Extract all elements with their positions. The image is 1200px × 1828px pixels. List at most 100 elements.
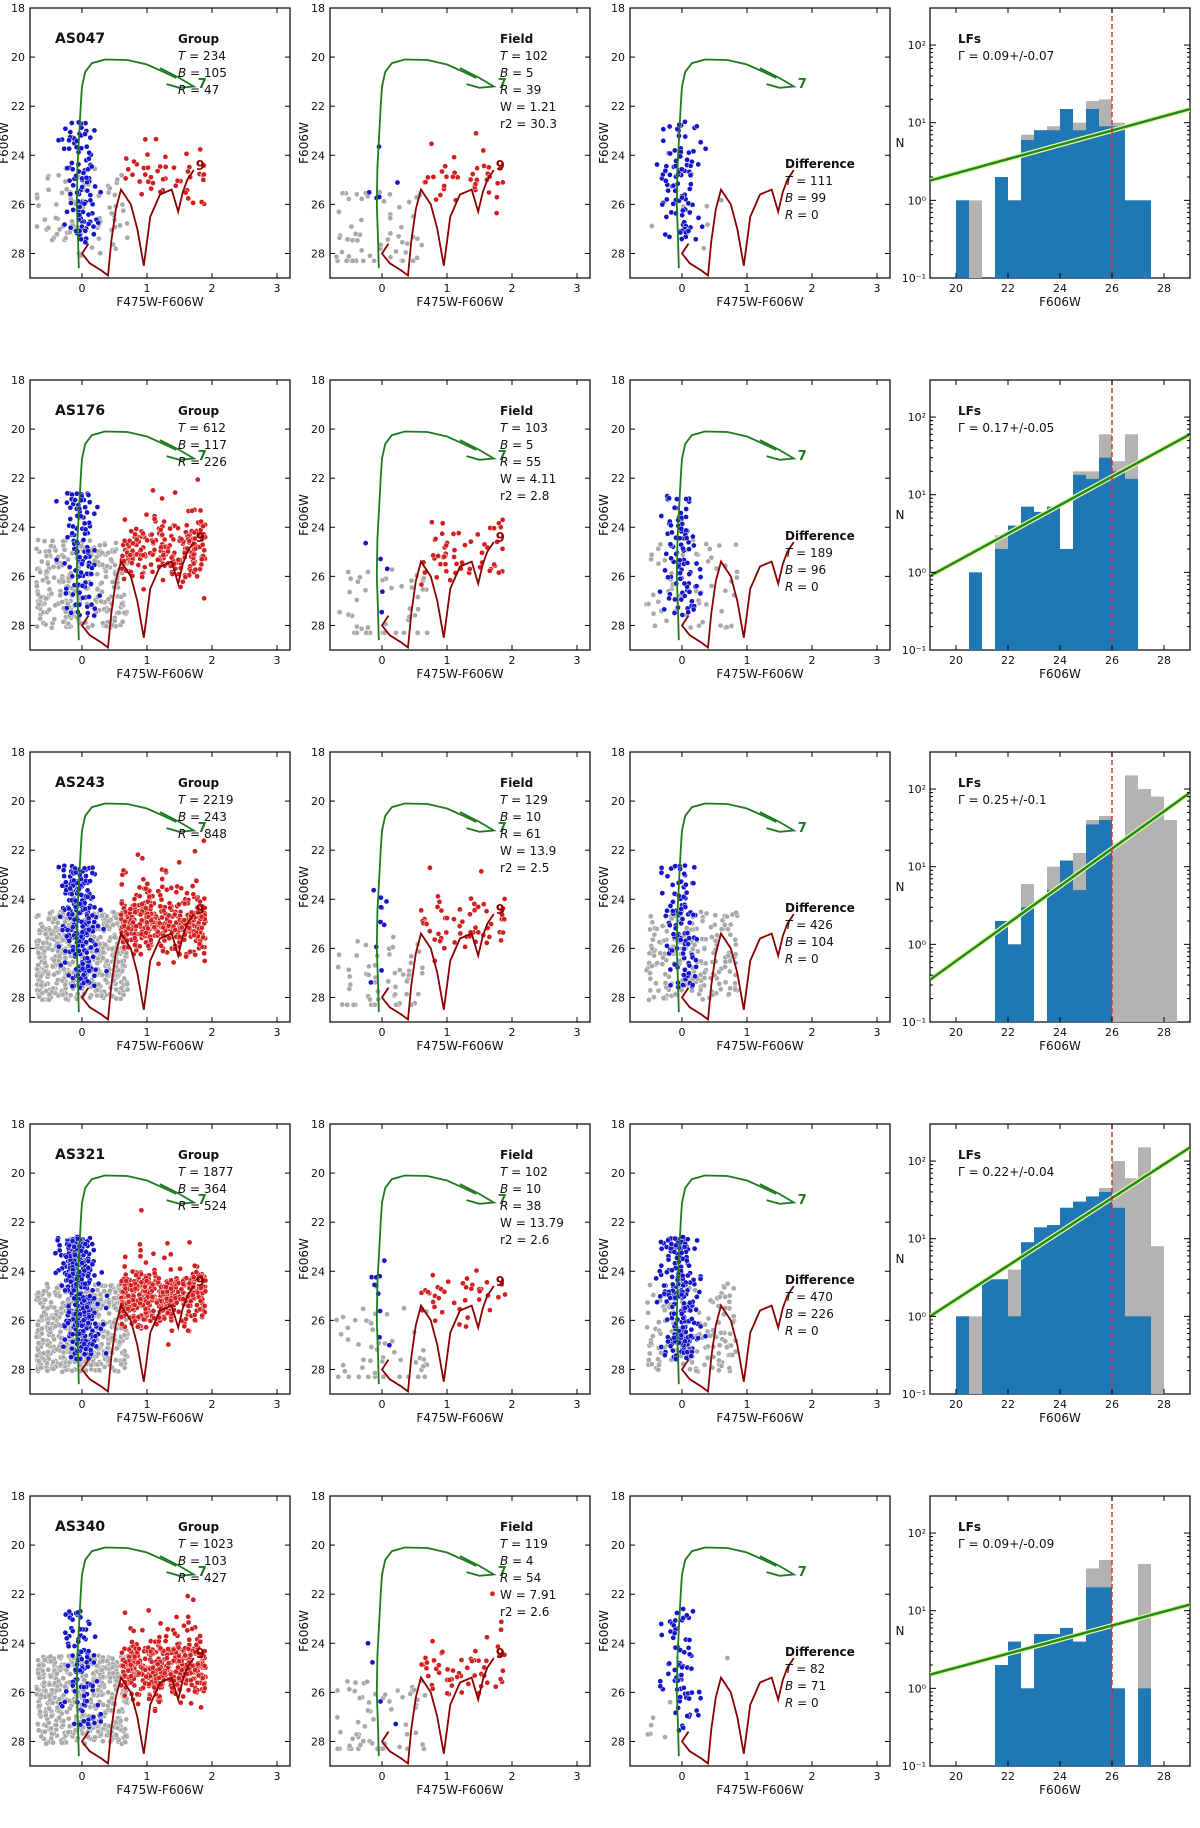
x-tick-label: 3 xyxy=(574,282,581,295)
y-tick-label: 10² xyxy=(908,39,926,52)
gray-star xyxy=(645,601,652,607)
gray-star xyxy=(45,1320,52,1327)
red-star xyxy=(481,163,487,169)
blue-star xyxy=(95,219,102,226)
red-star xyxy=(146,893,153,900)
red-star xyxy=(132,1285,139,1292)
gray-star xyxy=(727,921,734,928)
gray-star xyxy=(727,931,734,938)
red-star xyxy=(491,525,497,532)
blue-star xyxy=(70,207,77,213)
blue-star xyxy=(682,133,689,140)
gray-star xyxy=(693,551,700,557)
blue-star xyxy=(69,911,76,918)
group-name: AS243 xyxy=(55,775,105,791)
red-star xyxy=(191,1312,198,1318)
stat-value: 0 xyxy=(811,208,819,222)
blue-star xyxy=(84,894,91,900)
gamma-symbol: Γ = xyxy=(958,49,982,63)
red-star xyxy=(201,895,208,902)
red-star xyxy=(139,855,146,862)
gray-star xyxy=(705,558,711,565)
stat-key: T xyxy=(178,49,187,63)
red-star xyxy=(127,552,134,558)
red-star xyxy=(119,1321,125,1327)
stat-key: W xyxy=(500,844,512,858)
isochrone-7-line xyxy=(375,802,477,1013)
red-star xyxy=(198,913,205,920)
blue-star xyxy=(670,931,677,938)
blue-star xyxy=(69,160,75,166)
stat-equals: = xyxy=(508,83,526,97)
stat-value: 39 xyxy=(526,83,541,97)
red-star xyxy=(122,1285,129,1292)
blue-star xyxy=(86,155,92,162)
red-star xyxy=(185,195,192,202)
red-star xyxy=(178,885,185,892)
red-star xyxy=(178,1286,185,1293)
gray-star xyxy=(402,249,409,256)
gray-star xyxy=(51,957,58,964)
stat-equals: = xyxy=(186,455,204,469)
red-star xyxy=(182,574,189,580)
red-star xyxy=(483,908,490,915)
gray-star xyxy=(52,1323,59,1330)
gray-star xyxy=(87,537,93,544)
gray-star xyxy=(420,575,427,582)
blue-star xyxy=(658,864,665,871)
blue-star xyxy=(83,174,90,181)
red-star xyxy=(451,939,458,946)
gray-star xyxy=(56,1293,63,1300)
red-star xyxy=(143,511,150,518)
gray-star xyxy=(393,248,399,255)
gray-star xyxy=(108,556,114,563)
blue-star xyxy=(666,495,672,502)
isochrone-7-label: 7 xyxy=(198,821,207,836)
blue-star xyxy=(72,869,79,876)
gray-bar xyxy=(1125,775,1138,1022)
red-star xyxy=(148,917,155,924)
stat-B: B = 99 xyxy=(785,191,826,205)
stat-equals: = xyxy=(793,563,811,577)
gray-star xyxy=(35,1289,42,1296)
blue-star xyxy=(695,161,702,168)
blue-star xyxy=(66,137,72,144)
stat-equals: = xyxy=(793,952,811,966)
blue-star xyxy=(85,221,92,227)
red-star xyxy=(150,1308,157,1314)
blue-bar xyxy=(1008,200,1021,278)
red-star xyxy=(186,538,193,544)
fit-line xyxy=(930,433,1190,578)
blue-star xyxy=(92,941,99,948)
red-star xyxy=(141,564,148,571)
gray-star xyxy=(44,1342,51,1348)
red-star xyxy=(151,516,158,522)
red-star xyxy=(131,902,138,908)
red-star xyxy=(183,150,190,157)
red-star xyxy=(189,883,196,889)
isochrone-7-loop xyxy=(459,439,497,461)
stat-equals: = xyxy=(507,421,525,435)
red-star xyxy=(443,542,449,549)
gray-star xyxy=(119,201,126,208)
blue-star xyxy=(84,978,91,985)
blue-star xyxy=(702,145,709,152)
red-star xyxy=(143,1259,149,1266)
blue-star xyxy=(680,950,686,957)
blue-star xyxy=(684,560,691,566)
gray-star xyxy=(48,590,55,597)
blue-star xyxy=(61,560,68,567)
blue-star xyxy=(77,975,84,982)
red-star xyxy=(144,898,151,905)
gray-star xyxy=(699,918,706,924)
blue-star xyxy=(693,957,699,963)
blue-star xyxy=(669,947,675,954)
red-star xyxy=(142,1283,148,1290)
gray-star xyxy=(115,959,122,965)
gray-star xyxy=(655,546,662,552)
red-star xyxy=(435,931,442,937)
red-star xyxy=(198,518,204,525)
red-star xyxy=(145,164,151,171)
red-star xyxy=(133,947,140,954)
blue-star xyxy=(70,182,77,189)
